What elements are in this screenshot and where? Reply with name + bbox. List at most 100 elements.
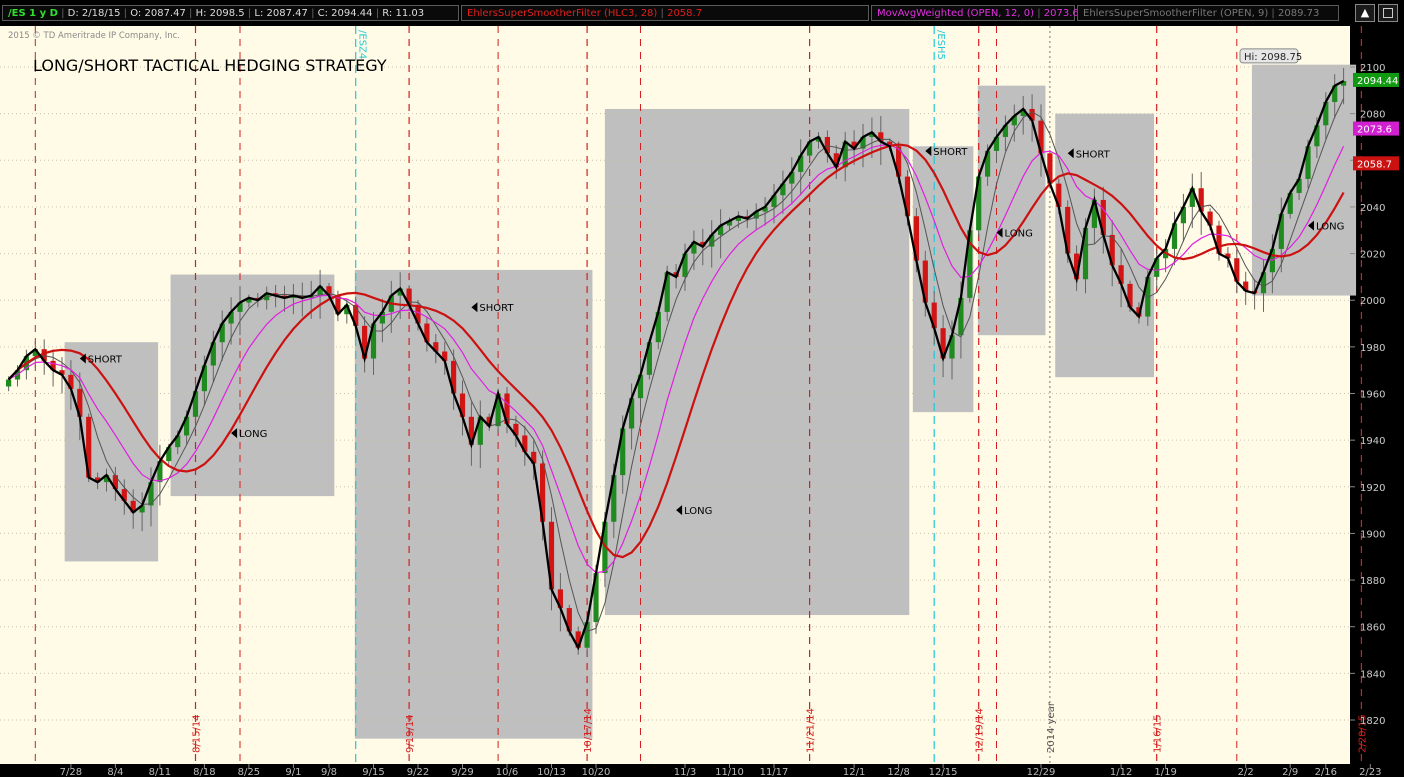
candle <box>1011 115 1017 126</box>
zone-marker-icon <box>996 227 1003 238</box>
candle <box>904 176 911 217</box>
candle <box>700 241 706 247</box>
zone-0 <box>64 342 159 562</box>
candle <box>566 608 572 632</box>
zone-label: LONG <box>684 506 712 517</box>
price-tick-label: 1960 <box>1360 390 1385 401</box>
label-layer: 8/15/14 9/19/14 10/17/14 11/21/14 12/19/14 1/… <box>79 30 1368 753</box>
last-price-label: 2094.44 <box>1357 76 1398 87</box>
time-tick-label: 8/25 <box>238 767 260 777</box>
candle <box>985 150 991 177</box>
study-ehlers9-box[interactable]: EhlersSuperSmootherFilter (OPEN, 9) | 20… <box>1077 5 1339 21</box>
zone-label: LONG <box>1316 222 1344 233</box>
axis-layer: 1820 1840 1860 1880 1900 1920 1940 1960 1980 2000… <box>60 63 1399 777</box>
price-tick-label: 2100 <box>1360 63 1385 74</box>
candle <box>513 423 519 436</box>
copyright-text: 2015 © TD Ameritrade IP Company, Inc. <box>8 31 180 41</box>
symbol-label[interactable]: /ES 1 y D <box>8 8 58 19</box>
study-ehlers9-value: 2089.73 <box>1277 8 1320 19</box>
candle <box>548 521 555 590</box>
candle <box>148 482 154 506</box>
price-chart[interactable]: 8/15/14 9/19/14 10/17/14 11/21/14 12/19/14 1/… <box>0 26 1404 777</box>
candle <box>993 136 1000 151</box>
candle <box>1189 188 1195 207</box>
candle <box>237 302 243 312</box>
time-axis-area <box>0 764 1404 777</box>
candle <box>798 155 804 172</box>
expiration-label: 2/20/15 <box>1357 714 1368 753</box>
zone-marker-icon <box>925 145 932 156</box>
candle <box>326 286 332 296</box>
candle <box>468 416 474 445</box>
study-ehlers28-box[interactable]: EhlersSuperSmootherFilter (HLC3, 28) | 2… <box>461 5 869 21</box>
candle <box>370 323 377 359</box>
time-tick-label: 1/19 <box>1154 767 1176 777</box>
candle <box>575 631 581 648</box>
candle <box>353 304 359 326</box>
candle <box>504 393 510 424</box>
zone-label: SHORT <box>88 355 123 366</box>
time-tick-label: 12/1 <box>843 767 865 777</box>
candle <box>735 216 741 221</box>
time-tick-label: 9/8 <box>321 767 337 777</box>
time-tick-label: 2/9 <box>1282 767 1298 777</box>
zone-label: SHORT <box>1076 149 1111 160</box>
last-price-label: 2073.6 <box>1357 125 1392 136</box>
candle <box>629 398 635 429</box>
candle <box>139 505 145 513</box>
candle <box>1002 125 1008 137</box>
price-tick-label: 1880 <box>1360 576 1385 587</box>
price-tick-label: 1900 <box>1360 529 1385 540</box>
expiration-label: 11/21/14 <box>806 708 817 753</box>
candle <box>1118 265 1124 284</box>
zone-marker-icon <box>79 353 86 364</box>
hi-label-box <box>1239 48 1299 64</box>
time-tick-label: 11/10 <box>715 767 744 777</box>
candle <box>121 489 127 501</box>
candle <box>495 393 501 427</box>
candle <box>201 365 207 392</box>
candle <box>1198 188 1204 212</box>
candle <box>1091 199 1097 228</box>
candle <box>531 451 537 464</box>
candle <box>317 286 323 296</box>
candle <box>646 342 652 375</box>
candle <box>922 260 928 303</box>
contract-roll-label: /ESZ4 <box>357 30 368 59</box>
collapse-icon[interactable]: ▲ <box>1355 4 1375 22</box>
candle <box>1029 108 1035 121</box>
study-wma-box[interactable]: MovAvgWeighted (OPEN, 12, 0) | 2073.6 <box>871 5 1079 21</box>
candle <box>442 351 448 361</box>
candle <box>1260 272 1267 294</box>
candle <box>1278 213 1284 249</box>
maximize-icon[interactable] <box>1378 4 1398 22</box>
time-tick-label: 2/16 <box>1315 767 1337 777</box>
candle <box>59 370 65 375</box>
candle <box>887 141 893 147</box>
candle <box>1180 206 1186 224</box>
price-tick-label: 1980 <box>1360 343 1385 354</box>
close-label: C: 2094.44 <box>317 8 373 19</box>
candle <box>807 141 813 156</box>
candle <box>1234 258 1240 282</box>
candle <box>112 475 118 490</box>
candle <box>709 234 715 247</box>
zone-label: SHORT <box>933 147 968 158</box>
candle <box>896 146 902 177</box>
high-label: H: 2098.5 <box>195 8 245 19</box>
candle <box>477 416 483 445</box>
ehlers28-line <box>7 143 1345 559</box>
ehlers9-line <box>8 98 1345 633</box>
chart-header: /ES 1 y D | D: 2/18/15 | O: 2087.47 | H:… <box>0 0 1404 26</box>
candle <box>878 132 884 142</box>
candle <box>833 153 839 168</box>
candle <box>1341 80 1347 86</box>
candle <box>1100 199 1106 235</box>
candle <box>68 374 74 389</box>
price-tick-label: 1840 <box>1360 669 1385 680</box>
study-ehlers9-name: EhlersSuperSmootherFilter (OPEN, 9) <box>1083 8 1269 19</box>
candle <box>762 206 768 212</box>
candle <box>1314 125 1320 147</box>
zone-3 <box>604 108 910 616</box>
candle <box>32 349 38 357</box>
